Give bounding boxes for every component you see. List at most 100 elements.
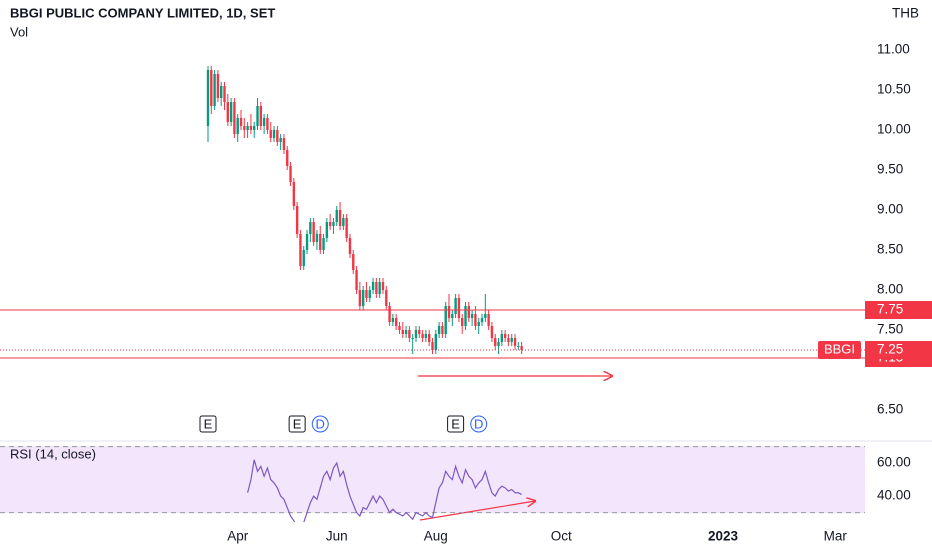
rsi-band: [0, 446, 865, 513]
candle-body: [243, 126, 246, 130]
candle-body: [352, 254, 355, 270]
candle-body: [507, 338, 510, 342]
candle-body: [424, 334, 428, 338]
candle-body: [216, 74, 220, 98]
candle-body: [332, 222, 335, 226]
candle-body: [497, 342, 500, 346]
candle-body: [315, 234, 319, 242]
y-tick-label: 9.50: [877, 162, 903, 177]
rsi-tick-label: 60.00: [877, 455, 911, 470]
y-tick-label: 6.50: [877, 402, 903, 417]
chart-title: BBGI PUBLIC COMPANY LIMITED, 1D, SET: [10, 5, 275, 20]
candle-body: [368, 290, 371, 298]
candle-body: [259, 106, 263, 126]
candle-body: [464, 306, 467, 326]
candle-body: [447, 306, 451, 318]
candle-body: [454, 298, 457, 314]
candle-body: [421, 334, 424, 338]
last-price-label: 7.25: [877, 342, 903, 357]
y-tick-label: 10.00: [877, 122, 911, 137]
candle-body: [388, 306, 391, 322]
y-tick-label: 8.50: [877, 242, 903, 257]
candle-body: [371, 282, 375, 290]
candle-body: [342, 218, 345, 226]
event-label: E: [204, 416, 213, 431]
candle-body: [474, 314, 477, 326]
candle-body: [510, 338, 513, 342]
candle-body: [398, 326, 401, 330]
candle-body: [394, 318, 398, 326]
candle-body: [470, 314, 474, 318]
level-label: 7.75: [877, 302, 903, 317]
candle-body: [295, 206, 299, 234]
last-price-box: [865, 341, 932, 359]
candle-body: [206, 70, 210, 126]
event-label: E: [293, 416, 302, 431]
candle-body: [391, 318, 395, 322]
candle-body: [299, 234, 302, 266]
candle-body: [490, 326, 494, 338]
candle-body: [345, 218, 348, 238]
currency-label: THB: [892, 6, 919, 21]
candle-body: [401, 330, 404, 334]
event-label: E: [451, 416, 460, 431]
candle-body: [229, 102, 233, 122]
y-tick-label: 9.00: [877, 202, 903, 217]
y-tick-label: 8.00: [877, 282, 903, 297]
drawn-arrow: [419, 501, 535, 521]
symbol-label: BBGI: [824, 341, 855, 356]
level-label-box: [865, 301, 932, 319]
dividend-badge: [311, 415, 329, 433]
rsi-line: [247, 459, 522, 522]
candle-body: [375, 282, 378, 294]
earnings-badge: [447, 415, 465, 433]
candle-body: [444, 306, 447, 334]
candle-body: [520, 346, 523, 350]
candle-body: [431, 342, 434, 350]
earnings-badge: [288, 415, 306, 433]
candle-body: [220, 86, 223, 98]
candle-body: [434, 334, 438, 350]
candle-body: [276, 130, 279, 142]
candle-body: [348, 238, 352, 254]
y-tick-label: 10.50: [877, 82, 911, 97]
candle-body: [355, 270, 358, 290]
candle-body: [282, 138, 286, 150]
y-tick-label: 11.00: [877, 42, 910, 57]
x-tick-label: Oct: [551, 529, 572, 544]
x-tick-label: 2023: [708, 529, 739, 544]
volume-label: Vol: [10, 24, 28, 39]
candle-body: [437, 326, 441, 334]
candle-body: [361, 290, 365, 306]
candle-body: [494, 338, 497, 346]
x-tick-label: Aug: [424, 529, 448, 544]
candle-body: [358, 290, 362, 306]
candle-body: [246, 126, 249, 130]
candle-body: [213, 74, 216, 106]
candle-body: [236, 118, 239, 134]
dividend-badge: [470, 415, 488, 433]
rsi-tick-label: 40.00: [877, 488, 911, 503]
candles: [206, 66, 523, 354]
x-tick-label: Mar: [824, 529, 848, 544]
candle-body: [480, 318, 484, 322]
candle-body: [381, 282, 385, 290]
candle-body: [328, 222, 332, 226]
candle-body: [365, 290, 368, 298]
candle-body: [441, 326, 444, 334]
candle-body: [378, 282, 381, 294]
candle-body: [477, 322, 480, 326]
candle-body: [487, 314, 490, 326]
candle-body: [272, 130, 276, 138]
candle-body: [253, 126, 256, 130]
candle-body: [451, 314, 454, 318]
candle-body: [289, 166, 292, 182]
candle-body: [262, 118, 266, 126]
candle-body: [305, 234, 309, 250]
event-label: D: [316, 416, 325, 431]
candle-body: [256, 106, 259, 126]
candle-body: [319, 234, 322, 250]
candle-body: [408, 330, 411, 338]
